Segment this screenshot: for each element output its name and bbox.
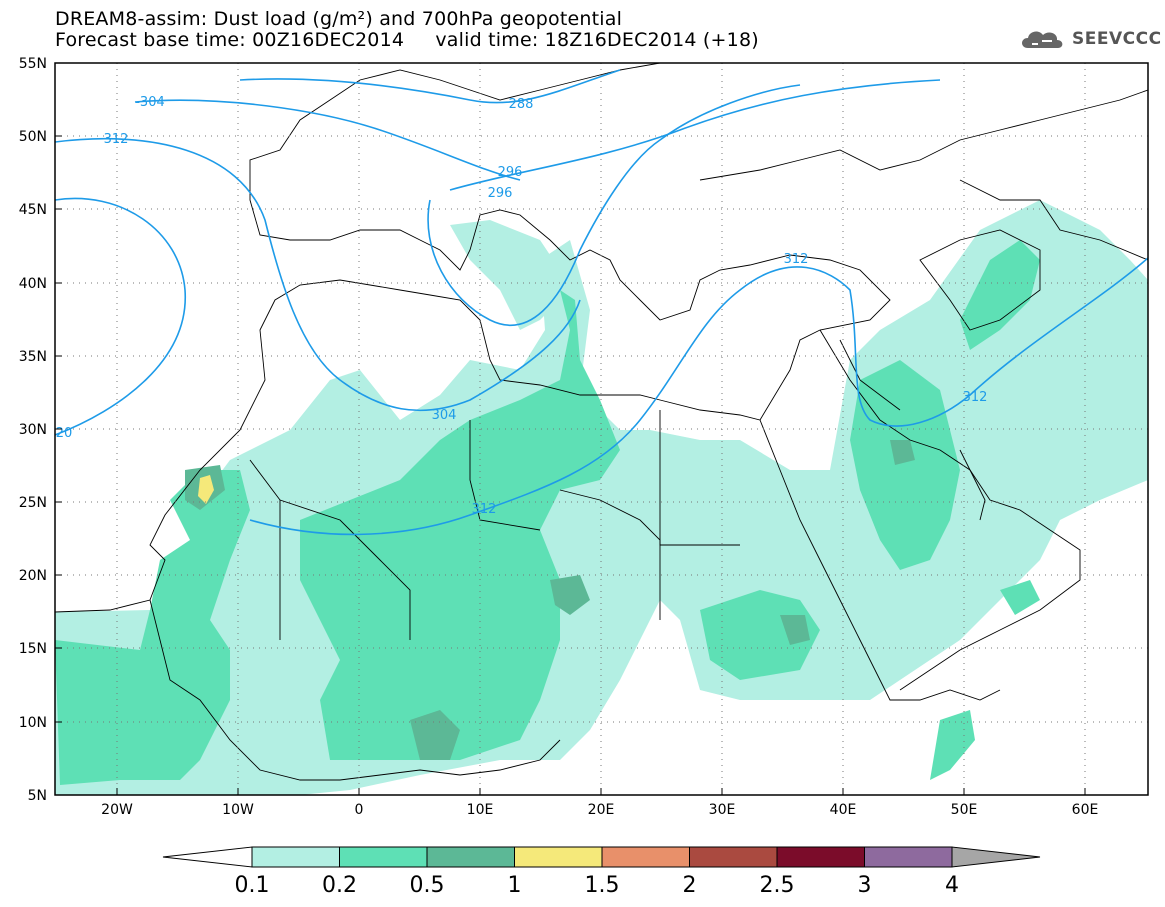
colorbar-label: 1.5 <box>585 873 620 898</box>
colorbar-box <box>776 846 865 868</box>
lat-tick-label: 20N <box>19 568 47 584</box>
lat-tick-label: 10N <box>19 715 47 731</box>
lat-tick-label: 50N <box>19 129 47 145</box>
colorbar-labels: 0.1 0.2 0.5 1 1.5 2 2.5 3 4 <box>235 873 960 898</box>
lon-tick-label: 0 <box>355 802 364 818</box>
colorbar-box <box>339 846 428 868</box>
contour-label: 312 <box>784 252 809 267</box>
dust-level-0.5 <box>185 440 915 760</box>
colorbar-label: 0.1 <box>235 873 270 898</box>
colorbar-label: 3 <box>858 873 872 898</box>
contour-labels: -304 312 288 296 296 312 304 312 312 20 <box>56 95 988 517</box>
colorbar-label: 2 <box>683 873 697 898</box>
colorbar-right-arrow <box>951 846 1041 868</box>
contour-label: 20 <box>56 426 73 441</box>
lat-tick-label: 5N <box>28 788 47 804</box>
colorbar-box <box>251 846 340 868</box>
logo-text: SEEVCCC <box>1072 29 1162 49</box>
dust-level-0.2 <box>55 240 1040 785</box>
longitude-labels: 20W 10W 0 10E 20E 30E 40E 50E 60E <box>101 802 1098 818</box>
cloud-icon <box>1022 31 1063 48</box>
colorbar-left-arrow <box>162 846 253 868</box>
lon-tick-label: 10E <box>467 802 494 818</box>
lon-tick-label: 20E <box>588 802 615 818</box>
colorbar-box <box>426 846 515 868</box>
lat-tick-label: 30N <box>19 422 47 438</box>
lat-tick-label: 25N <box>19 495 47 511</box>
lon-tick-label: 50E <box>951 802 978 818</box>
lon-tick-label: 30E <box>709 802 736 818</box>
contour-label: 312 <box>104 132 129 147</box>
contour-label: -304 <box>135 95 165 110</box>
contour-label: 296 <box>498 165 523 180</box>
colorbar-boxes <box>162 846 1041 868</box>
lon-tick-label: 10W <box>222 802 254 818</box>
colorbar-label: 1 <box>508 873 522 898</box>
axis-ticks <box>55 62 1086 796</box>
latitude-labels: 55N 50N 45N 40N 35N 30N 25N 20N 15N 10N … <box>19 56 47 804</box>
dust-field <box>55 200 1148 795</box>
lat-tick-label: 55N <box>19 56 47 72</box>
dust-level-0.1 <box>55 200 1148 795</box>
lat-tick-label: 15N <box>19 641 47 657</box>
contour-label: 304 <box>432 408 457 423</box>
colorbar-label: 2.5 <box>760 873 795 898</box>
colorbar-box <box>601 846 690 868</box>
colorbar-box <box>689 846 778 868</box>
map-title: DREAM8-assim: Dust load (g/m²) and 700hP… <box>55 8 623 30</box>
coastlines <box>55 63 1148 781</box>
colorbar-label: 4 <box>945 873 959 898</box>
colorbar-box <box>514 846 603 868</box>
lon-tick-label: 20W <box>101 802 133 818</box>
lon-tick-label: 60E <box>1072 802 1099 818</box>
lat-tick-label: 45N <box>19 202 47 218</box>
lon-tick-label: 40E <box>830 802 857 818</box>
lat-tick-label: 40N <box>19 276 47 292</box>
dust-level-1 <box>198 475 214 504</box>
colorbar-label: 0.2 <box>322 873 357 898</box>
lat-tick-label: 35N <box>19 349 47 365</box>
contour-label: 312 <box>472 502 497 517</box>
contour-label: 288 <box>509 97 534 112</box>
logo: SEEVCCC <box>1018 26 1162 52</box>
contour-label: 296 <box>488 186 513 201</box>
title-block: DREAM8-assim: Dust load (g/m²) and 700hP… <box>55 9 759 51</box>
colorbar-label: 0.5 <box>410 873 445 898</box>
contour-label: 312 <box>963 390 988 405</box>
geopotential-contours <box>55 69 1148 536</box>
map-subtitle: Forecast base time: 00Z16DEC2014 valid t… <box>55 29 759 51</box>
colorbar-box <box>864 846 953 868</box>
